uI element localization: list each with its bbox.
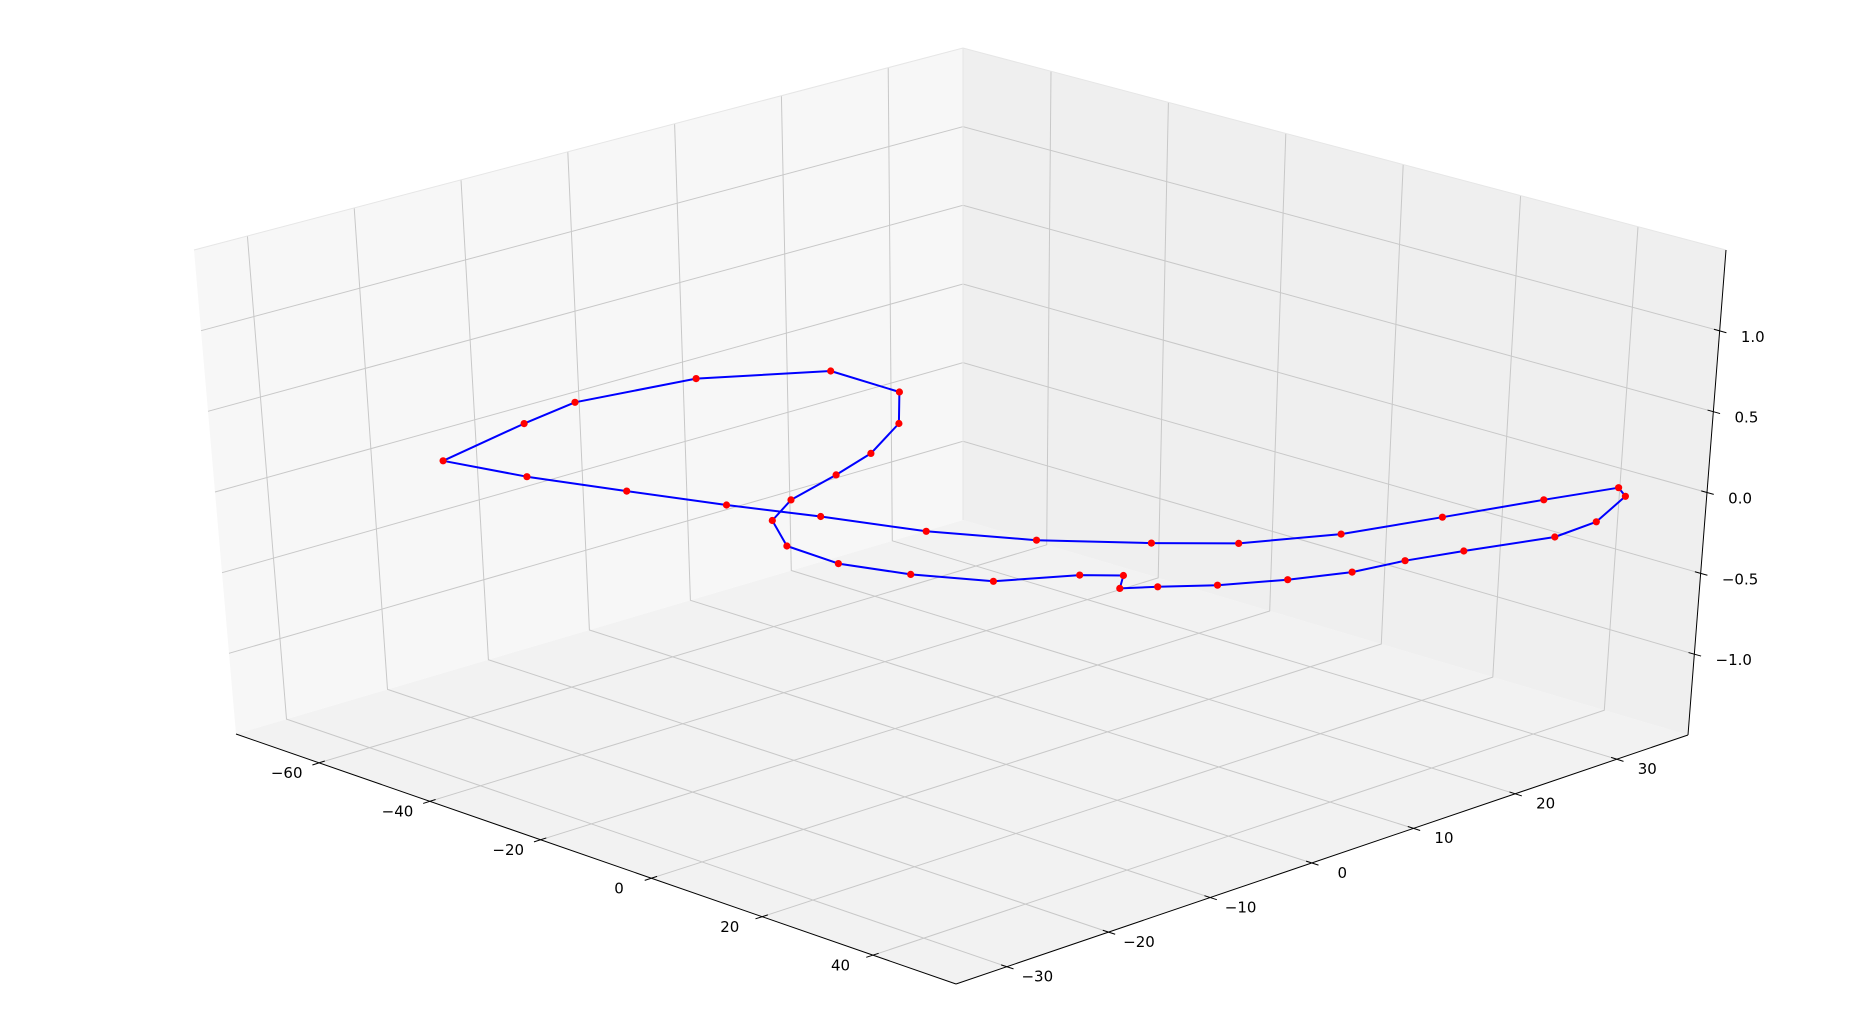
scatter-point [1235,539,1243,548]
scatter-point [834,560,843,568]
scatter-point [1540,496,1548,504]
scatter-point [1460,547,1468,555]
scatter-point [787,496,795,504]
scatter-point [895,388,904,396]
scatter-point [1032,536,1041,544]
scatter-point [895,419,903,428]
y-tick [1610,756,1624,762]
scatter-point [1147,539,1155,547]
axis-tick-labels: −60 −40 −20 0 20 40 −30 −20 −10 0 10 20 30 −1.0 −0.5 0.… [271,328,1765,986]
scatter-point [439,457,447,465]
y-tick-label: 10 [1434,829,1453,847]
x-tick-label: 20 [720,918,739,936]
data-layer [439,367,1629,593]
x-tick-label: −40 [382,803,414,821]
z-tick-label: 0.5 [1735,409,1759,427]
scatter-point [1615,484,1623,492]
y-tick-label: 20 [1536,795,1555,813]
scatter-point [1401,557,1409,565]
scatter-point [1592,518,1600,526]
floor-pane [236,520,1688,984]
scatter-point [722,501,731,509]
scatter-point [571,398,579,406]
scatter-point [1154,583,1162,591]
y-tick-label: 30 [1638,760,1657,778]
z-tick [1688,652,1702,657]
x-tick-label: −20 [492,841,524,859]
z-tick-label: 1.0 [1741,328,1765,346]
scatter-point [1551,533,1559,541]
scatter-point [832,471,840,479]
scatter-point [907,570,915,579]
y-tick [1305,860,1319,866]
axis-ticks [312,328,1727,970]
scatter-point [1284,576,1292,584]
y-tick [1407,826,1421,831]
scatter-point [1348,568,1356,576]
y-tick-label: −10 [1225,898,1257,916]
scatter-point [817,512,825,521]
y-tick-label: 0 [1338,864,1348,882]
scatter-point [867,449,875,457]
y-tick-label: −30 [1021,968,1053,986]
x-tick [644,875,658,881]
z-tick-label: 0.0 [1728,489,1752,507]
z-tick [1694,571,1708,576]
scatter-point [922,527,930,535]
scatter-point [783,542,791,550]
scatter-point [827,367,835,375]
scatter-point [692,375,700,383]
y-tick [1509,791,1522,797]
scatter-point [1337,530,1345,538]
scatter-point [1621,492,1629,500]
z-tick-label: −1.0 [1716,651,1752,669]
x-tick [423,798,436,804]
scatter-point [1213,581,1222,589]
scatter-point [1076,571,1084,579]
y-tick [1204,895,1217,901]
z-tick [1701,490,1714,495]
z-tick-label: −0.5 [1722,570,1758,588]
x-axis-line [235,733,957,985]
x-tick-label: 40 [831,957,850,975]
scatter-point [1116,584,1124,593]
scatter-point [989,577,998,585]
y-tick-label: −20 [1123,933,1155,951]
y-tick [1000,964,1014,970]
y-axis-line [955,734,1689,985]
scatter-point [520,420,528,428]
right-wall-pane [963,48,1726,735]
scatter-point [1438,513,1446,521]
z-tick [1707,409,1721,415]
x-tick [312,760,325,766]
trajectory-line [442,370,1627,590]
scatter-point [523,473,531,481]
scatter-point [1119,571,1127,580]
x-tick [755,914,769,920]
x-tick-label: −60 [271,764,303,782]
scatter-point [768,516,776,525]
x-tick [866,952,879,958]
x-tick [533,837,547,843]
z-tick [1713,328,1727,334]
y-tick [1102,929,1116,935]
x-tick-label: 0 [614,880,624,898]
scatter-point [623,487,631,495]
